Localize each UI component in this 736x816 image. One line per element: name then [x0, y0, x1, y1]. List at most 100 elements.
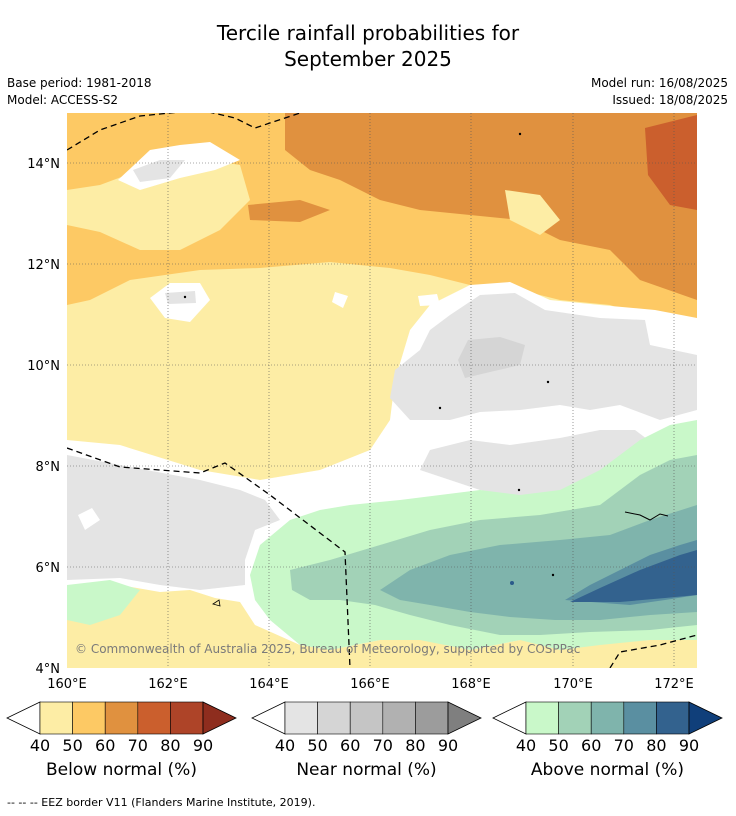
- colorbar-tick-label: 70: [373, 736, 393, 755]
- colorbar-tick-label: 60: [95, 736, 115, 755]
- meta-right: Model run: 16/08/2025 Issued: 18/08/2025: [591, 75, 728, 109]
- legend-label-above: Above normal (%): [530, 760, 685, 780]
- y-tick-label: 4°N: [36, 662, 61, 677]
- colorbar-swatch: [656, 701, 690, 735]
- colorbar-swatch: [39, 701, 73, 735]
- region-below-70: [645, 115, 697, 210]
- x-tick-label: 166°E: [350, 677, 390, 692]
- eez-border-southwest: [67, 447, 351, 668]
- region-near-west: [165, 291, 196, 304]
- colorbar-swatch: [170, 701, 204, 735]
- y-tick-label: 12°N: [27, 258, 60, 273]
- region-near-40: [390, 293, 697, 420]
- colorbar-tick-label: 70: [614, 736, 634, 755]
- colorbar-swatch: [284, 701, 318, 735]
- colorbar-max-arrow: [447, 701, 482, 735]
- region-near-north: [133, 160, 185, 182]
- colorbar-swatch: [382, 701, 416, 735]
- colorbar-min-arrow: [6, 701, 41, 735]
- colorbar-swatch: [525, 701, 559, 735]
- region-below-60: [285, 113, 697, 300]
- x-tick-label: 164°E: [249, 677, 289, 692]
- eez-borders: [67, 113, 697, 668]
- model-run: Model run: 16/08/2025: [590, 76, 728, 90]
- region-near-southwest: [67, 455, 280, 590]
- colorbar-tick-label: 80: [646, 736, 666, 755]
- region-below-40-south: [67, 585, 697, 668]
- colorbar-swatch: [415, 701, 449, 735]
- x-tick-label: 172°E: [654, 677, 694, 692]
- region-above-80: [570, 550, 697, 602]
- island: [517, 488, 521, 492]
- x-tick-label: 160°E: [47, 677, 87, 692]
- gridlines: [67, 113, 697, 668]
- colorbar-tick-label: 60: [581, 736, 601, 755]
- base-period: Base period: 1981-2018: [7, 76, 152, 90]
- region-above-40-west: [67, 580, 140, 625]
- colorbar-swatch: [317, 701, 351, 735]
- colorbar-max-arrow: [202, 701, 237, 735]
- colorbar-min-arrow: [492, 701, 527, 735]
- island: [551, 573, 555, 577]
- region-below-60-small: [248, 200, 330, 222]
- colorbars: 40 50 60 70 80 90 40 50 60 70 80 90 40 50 60 70 80 90: [6, 701, 723, 755]
- colorbar-tick-label: 60: [340, 736, 360, 755]
- island-chain: [624, 511, 669, 521]
- colorbar-swatch: [590, 701, 625, 735]
- region-neutral-spot-3: [78, 508, 100, 530]
- colorbar-tick-label: 50: [307, 736, 327, 755]
- y-tick-label: 10°N: [27, 359, 60, 374]
- colorbar-tick-label: 40: [30, 736, 50, 755]
- colorbar-tick-label: 90: [193, 736, 213, 755]
- colorbar-tick-label: 70: [128, 736, 148, 755]
- colorbar-swatch: [558, 701, 592, 735]
- colorbar-above: 40 50 60 70 80 90: [492, 701, 723, 755]
- island: [212, 599, 221, 607]
- colorbar-tick-label: 80: [160, 736, 180, 755]
- colorbar-near: 40 50 60 70 80 90: [251, 701, 482, 755]
- probability-field: [67, 113, 697, 668]
- island: [518, 132, 522, 136]
- x-tick-label: 162°E: [148, 677, 188, 692]
- region-below-40-patch: [505, 190, 560, 235]
- island: [438, 406, 442, 410]
- colorbar-tick-label: 80: [405, 736, 425, 755]
- colorbar-swatch: [137, 701, 171, 735]
- footer-note: -- -- -- EEZ border V11 (Flanders Marine…: [7, 796, 316, 809]
- colorbar-swatch: [104, 701, 139, 735]
- colorbar-max-arrow: [688, 701, 723, 735]
- model-name: Model: ACCESS-S2: [7, 93, 119, 107]
- axis-labels: 160°E 162°E 164°E 166°E 168°E 170°E 172°…: [27, 157, 694, 692]
- colorbar-below: 40 50 60 70 80 90: [6, 701, 237, 755]
- legend-label-near: Near normal (%): [296, 760, 437, 780]
- colorbar-tick-label: 50: [62, 736, 82, 755]
- colorbar-swatch: [349, 701, 384, 735]
- issued-date: Issued: 18/08/2025: [612, 93, 728, 107]
- region-near-50: [458, 337, 525, 378]
- title-line-1: Tercile rainfall probabilities for: [216, 21, 520, 45]
- legend-label-below: Below normal (%): [46, 760, 197, 780]
- island: [510, 581, 514, 585]
- title-line-2: September 2025: [284, 47, 452, 71]
- y-tick-label: 14°N: [27, 157, 60, 172]
- meta-left: Base period: 1981-2018 Model: ACCESS-S2: [7, 75, 152, 109]
- colorbar-swatch: [72, 701, 106, 735]
- colorbar-min-arrow: [251, 701, 286, 735]
- region-below-40-north: [67, 160, 250, 250]
- colorbar-tick-label: 40: [275, 736, 295, 755]
- x-tick-label: 170°E: [553, 677, 593, 692]
- copyright-text: © Commonwealth of Australia 2025, Bureau…: [75, 642, 580, 656]
- colorbar-tick-label: 50: [548, 736, 568, 755]
- region-neutral-spot: [332, 292, 348, 308]
- colorbar-swatch: [623, 701, 657, 735]
- colorbar-tick-label: 40: [516, 736, 536, 755]
- islands: [183, 132, 669, 607]
- y-tick-label: 6°N: [36, 561, 61, 576]
- island: [546, 380, 550, 384]
- colorbar-tick-label: 90: [679, 736, 699, 755]
- colorbar-tick-label: 90: [438, 736, 458, 755]
- y-tick-label: 8°N: [36, 460, 61, 475]
- island: [183, 295, 187, 299]
- map-title: Tercile rainfall probabilities for Septe…: [0, 20, 736, 72]
